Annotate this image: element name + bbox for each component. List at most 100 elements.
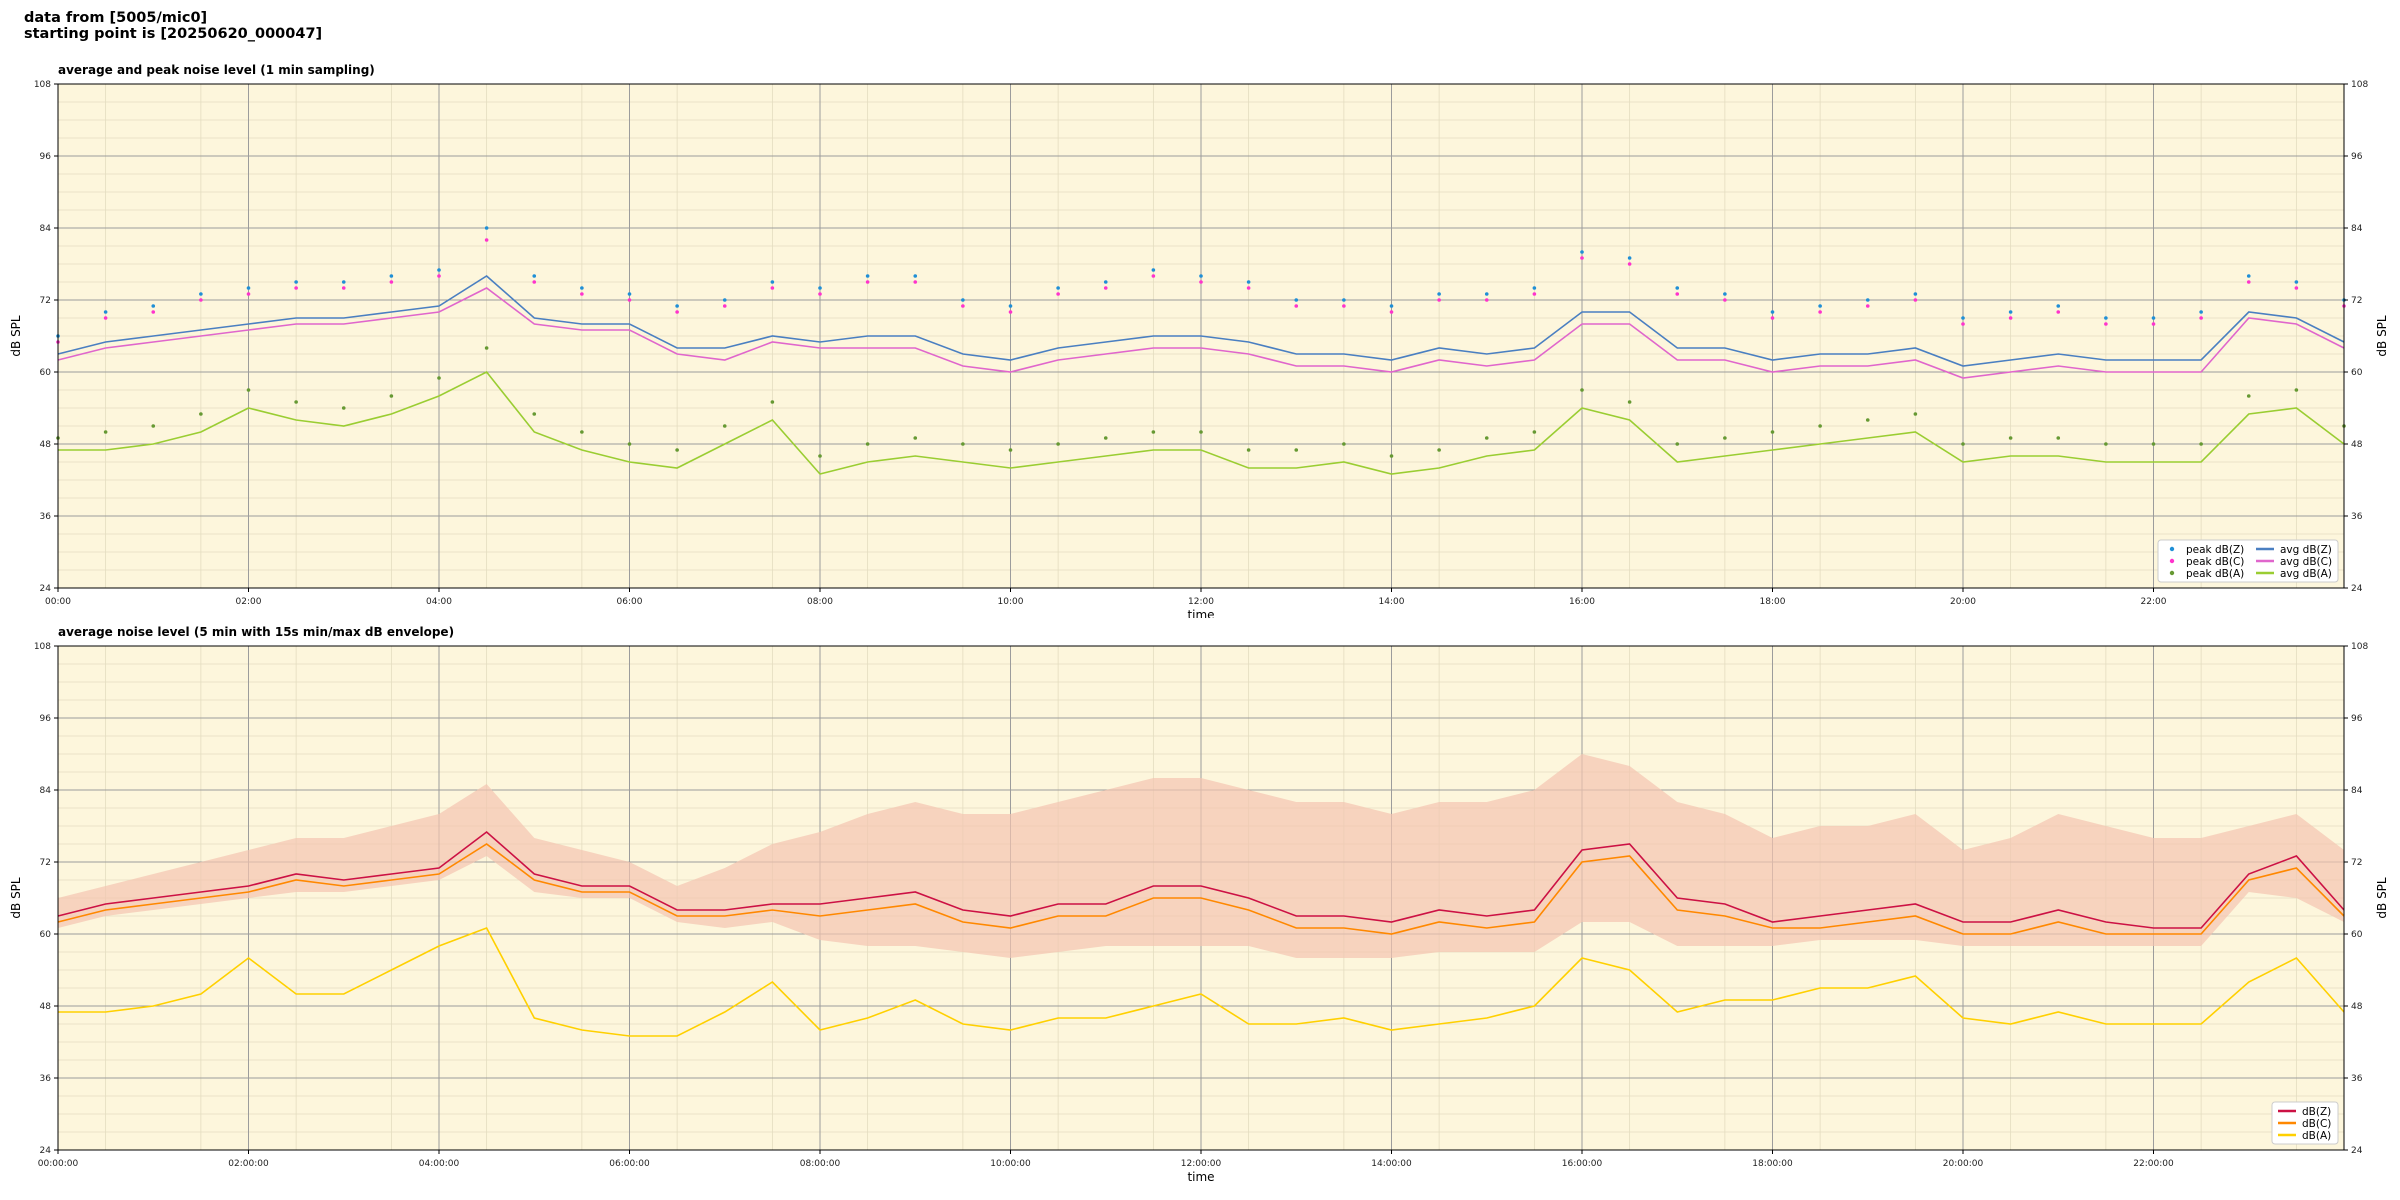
data-point bbox=[1532, 286, 1537, 290]
starting-point-label: starting point is [20250620_000047] bbox=[24, 26, 323, 42]
y-tick-label-left: 60 bbox=[40, 368, 52, 378]
y-tick-label-right: 36 bbox=[2351, 512, 2363, 522]
x-tick-label: 20:00:00 bbox=[1943, 1159, 1984, 1169]
data-point bbox=[1294, 448, 1299, 452]
data-point bbox=[770, 400, 775, 404]
x-tick-label: 18:00 bbox=[1760, 597, 1786, 607]
data-point bbox=[1961, 316, 1965, 320]
data-point bbox=[2008, 316, 2013, 320]
data-point bbox=[770, 286, 775, 290]
data-point bbox=[627, 298, 632, 302]
series-peak-db-c bbox=[56, 238, 2346, 344]
y-tick-label-left: 60 bbox=[40, 930, 52, 940]
data-point bbox=[532, 274, 537, 278]
data-point bbox=[1246, 286, 1251, 290]
data-point bbox=[1627, 262, 1632, 266]
y-tick-label-left: 108 bbox=[34, 642, 51, 652]
y-axis-label-left: dB SPL bbox=[9, 877, 23, 919]
series-avg-db-a-line bbox=[58, 370, 2345, 475]
data-point bbox=[484, 346, 489, 350]
y-tick-label-left: 96 bbox=[40, 714, 52, 724]
data-point bbox=[722, 298, 727, 302]
data-point bbox=[1151, 268, 1156, 272]
data-point bbox=[532, 412, 537, 416]
data-point bbox=[1580, 256, 1584, 260]
x-axis-label: time bbox=[1187, 608, 1214, 618]
data-point bbox=[151, 304, 156, 308]
data-point bbox=[1294, 298, 1299, 302]
legend-label: avg dB(A) bbox=[2280, 568, 2332, 580]
data-point bbox=[913, 436, 918, 440]
x-tick-label: 14:00 bbox=[1379, 597, 1405, 607]
data-point bbox=[246, 286, 251, 290]
y-tick-label-right: 60 bbox=[2351, 368, 2363, 378]
data-point bbox=[1961, 442, 1965, 446]
x-tick-label: 02:00:00 bbox=[228, 1159, 269, 1169]
legend-box bbox=[2157, 539, 2339, 583]
data-point bbox=[1437, 448, 1441, 452]
x-tick-label: 14:00:00 bbox=[1371, 1159, 1412, 1169]
data-point bbox=[865, 274, 870, 278]
data-point bbox=[1199, 280, 1203, 284]
data-point bbox=[1103, 280, 1108, 284]
series-db-z-line bbox=[57, 830, 2345, 929]
data-point bbox=[2151, 322, 2156, 326]
data-point bbox=[675, 448, 679, 452]
y-tick-label-right: 24 bbox=[2351, 1146, 2363, 1156]
data-point bbox=[2151, 316, 2156, 320]
data-point bbox=[1103, 436, 1108, 440]
x-tick-label: 02:00 bbox=[236, 597, 262, 607]
y-tick-label-right: 84 bbox=[2351, 224, 2363, 234]
series-peak-db-a bbox=[56, 346, 2346, 458]
data-point bbox=[1199, 274, 1203, 278]
x-tick-label: 04:00:00 bbox=[419, 1159, 460, 1169]
data-point bbox=[1484, 436, 1489, 440]
x-tick-label: 00:00:00 bbox=[38, 1159, 79, 1169]
x-tick-label: 16:00:00 bbox=[1562, 1159, 1603, 1169]
data-point bbox=[1913, 292, 1918, 296]
y-tick-label-left: 24 bbox=[40, 1146, 52, 1156]
data-point bbox=[913, 274, 918, 278]
data-point bbox=[2008, 310, 2013, 314]
x-tick-label: 18:00:00 bbox=[1752, 1159, 1793, 1169]
data-point bbox=[1008, 304, 1013, 308]
data-point bbox=[341, 280, 346, 284]
data-point bbox=[389, 394, 394, 398]
data-point bbox=[1103, 286, 1108, 290]
data-point bbox=[1389, 310, 1394, 314]
data-point bbox=[1342, 304, 1346, 308]
data-point bbox=[1818, 310, 1822, 314]
data-point bbox=[1437, 298, 1441, 302]
y-tick-label-left: 72 bbox=[40, 858, 51, 868]
x-tick-label: 04:00 bbox=[426, 597, 452, 607]
data-point bbox=[1913, 298, 1918, 302]
data-point bbox=[1342, 442, 1346, 446]
data-point bbox=[2199, 310, 2203, 314]
data-point bbox=[1437, 292, 1441, 296]
legend: dB(Z)dB(C)dB(A) bbox=[2271, 1101, 2339, 1145]
data-point bbox=[1675, 442, 1680, 446]
data-point bbox=[627, 292, 632, 296]
y-tick-label-left: 96 bbox=[40, 152, 52, 162]
legend-label: avg dB(Z) bbox=[2280, 544, 2332, 556]
data-point bbox=[2294, 280, 2299, 284]
data-point bbox=[627, 442, 632, 446]
data-point bbox=[1675, 286, 1680, 290]
x-tick-label: 12:00:00 bbox=[1181, 1159, 1222, 1169]
data-point bbox=[1246, 280, 1251, 284]
data-point bbox=[2056, 436, 2061, 440]
x-tick-label: 12:00 bbox=[1188, 597, 1214, 607]
data-point bbox=[2104, 322, 2108, 326]
series-db-c-line bbox=[57, 843, 2345, 935]
data-point bbox=[103, 310, 108, 314]
data-point bbox=[1008, 310, 1013, 314]
y-tick-label-right: 96 bbox=[2351, 152, 2363, 162]
legend-label: peak dB(Z) bbox=[2186, 544, 2244, 556]
data-point bbox=[246, 388, 251, 392]
data-point bbox=[913, 280, 918, 284]
data-point bbox=[199, 292, 203, 296]
data-point bbox=[1723, 298, 1727, 302]
average-noise-envelope-chart: average noise level (5 min with 15s min/… bbox=[9, 625, 2389, 1184]
legend-label: dB(A) bbox=[2302, 1130, 2331, 1142]
legend-marker bbox=[2169, 546, 2175, 552]
